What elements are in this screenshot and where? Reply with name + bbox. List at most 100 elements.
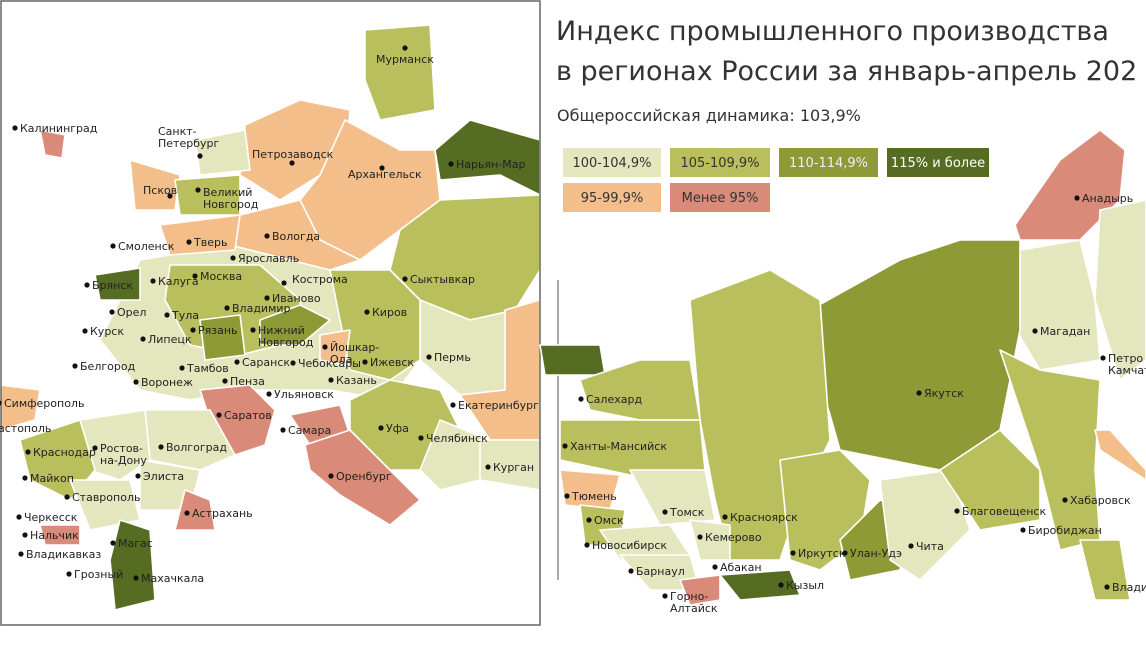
city-label: Киров (372, 306, 407, 319)
city-dot (662, 509, 668, 515)
city-label: Чебоксары (298, 357, 361, 370)
city-label: Челябинск (426, 432, 488, 445)
city-dot (22, 475, 28, 481)
city-dot (12, 125, 18, 131)
city-label: Магас (118, 537, 153, 550)
city-label: Чита (916, 540, 944, 553)
city-dot (448, 161, 454, 167)
city-label: Самара (288, 424, 331, 437)
city-dot (790, 550, 796, 556)
right-map (539, 129, 1146, 606)
city-dot (662, 593, 668, 599)
legend-label: 105-109,9% (680, 156, 759, 171)
city-dot (109, 309, 115, 315)
city-label: Рязань (198, 324, 238, 337)
city-dot (402, 276, 408, 282)
city-label: на-Дону (100, 454, 147, 467)
city-label: Горно- (670, 590, 708, 603)
city-dot (712, 564, 718, 570)
city-dot (586, 517, 592, 523)
city-label: Пермь (434, 351, 471, 364)
city-label: Ставрополь (72, 491, 140, 504)
city-dot (18, 551, 24, 557)
city-dot (778, 582, 784, 588)
city-label: Барнаул (636, 565, 685, 578)
city-dot (378, 425, 384, 431)
city-label: Томск (669, 506, 705, 519)
city-dot (133, 575, 139, 581)
city-label: Камчат (1108, 364, 1146, 377)
city-label: Нижний (258, 324, 305, 337)
city-dot (266, 391, 272, 397)
city-dot (192, 273, 198, 279)
city-dot (167, 193, 173, 199)
city-label: Казань (336, 374, 377, 387)
city-label: Петро (1108, 352, 1143, 365)
city-label: Волгоград (166, 441, 227, 454)
city-label: Нарьян-Мар (456, 158, 525, 171)
city-dot (954, 508, 960, 514)
city-dot (426, 354, 432, 360)
city-label: Абакан (720, 561, 762, 574)
city-dot (290, 360, 296, 366)
city-dot (22, 532, 28, 538)
city-label: Майкоп (30, 472, 74, 485)
city-label: Магадан (1040, 325, 1090, 338)
legend-swatch (670, 183, 770, 212)
city-dot (16, 514, 22, 520)
city-dot (1104, 584, 1110, 590)
city-label: Новгород (203, 198, 259, 211)
city-label: Белгород (80, 360, 136, 373)
city-dot (578, 396, 584, 402)
city-label: Улан-Удэ (850, 547, 902, 560)
city-label: Грозный (74, 568, 123, 581)
city-label: Салехард (586, 393, 642, 406)
city-dot (190, 327, 196, 333)
city-dot (158, 444, 164, 450)
city-label: Махачкала (141, 572, 204, 585)
city-dot (92, 445, 98, 451)
city-dot (628, 568, 634, 574)
city-dot (908, 543, 914, 549)
city-dot (418, 435, 424, 441)
city-label: Сыктывкар (410, 273, 475, 286)
city-dot (379, 165, 385, 171)
city-dot (110, 243, 116, 249)
city-label: Петрозаводск (252, 148, 334, 161)
city-dot (164, 312, 170, 318)
city-dot (402, 45, 408, 51)
title: в регионах России за январь-апрель 202 (556, 56, 1137, 87)
legend-swatch (563, 183, 661, 212)
city-label: Йошкар- (330, 341, 379, 354)
city-dot (184, 510, 190, 516)
city-label: Владикавказ (26, 548, 101, 561)
city-label: Алтайск (670, 602, 718, 615)
city-label: Саранск (242, 356, 290, 369)
city-label: Омск (594, 514, 624, 527)
city-label: Иваново (272, 292, 321, 305)
city-dot (322, 344, 328, 350)
city-dot (485, 464, 491, 470)
city-dot (64, 494, 70, 500)
city-label: Хабаровск (1070, 494, 1131, 507)
city-dot (224, 305, 230, 311)
city-dot (150, 278, 156, 284)
city-label: Ярославль (238, 252, 299, 265)
city-label: Влади (1112, 581, 1146, 594)
city-label: Смоленск (118, 240, 175, 253)
city-label: Новгород (258, 336, 314, 349)
city-dot (264, 295, 270, 301)
city-labels: Мурманск Калининград Санкт-Петербург Петроз… (0, 45, 1146, 615)
city-label: Биробиджан (1028, 524, 1102, 537)
legend-swatch (779, 148, 878, 177)
city-dot (230, 255, 236, 261)
city-label: Симферополь (4, 397, 84, 410)
city-dot (0, 400, 2, 406)
city-dot (222, 378, 228, 384)
title: Индекс промышленного производства (556, 16, 1109, 47)
city-label: Санкт- (158, 125, 197, 138)
city-label: Иркутск (798, 547, 846, 560)
city-dot (110, 540, 116, 546)
city-dot (328, 473, 334, 479)
